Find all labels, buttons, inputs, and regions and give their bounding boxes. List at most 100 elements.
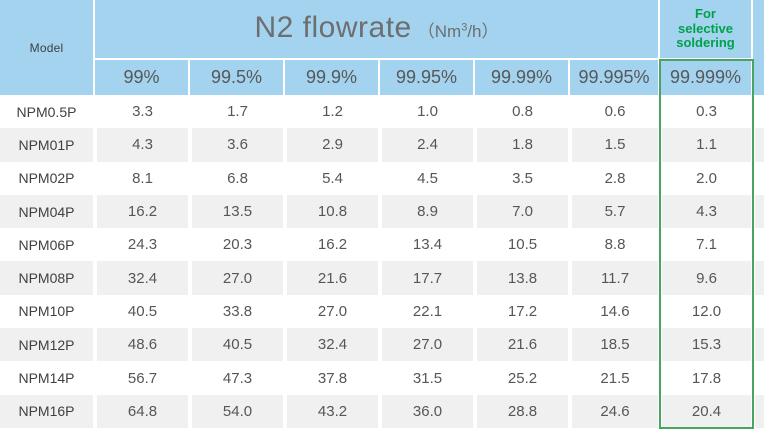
row-edge-strip (753, 128, 764, 162)
value-cell: 13.5 (190, 194, 285, 229)
value-cell: 1.0 (380, 95, 475, 129)
value-cell: 21.6 (285, 261, 380, 295)
model-cell: NPM10P (0, 294, 95, 329)
value-cell: 21.6 (475, 328, 570, 362)
table-title-text: N2 flowrate (254, 11, 412, 44)
model-cell: NPM12P (0, 328, 95, 362)
value-cell: 11.7 (570, 261, 660, 295)
value-cell: 5.7 (570, 194, 660, 229)
value-cell: 37.8 (285, 361, 380, 395)
value-cell: 0.8 (475, 95, 570, 129)
value-cell: 8.9 (380, 194, 475, 229)
model-cell: NPM06P (0, 228, 95, 262)
table-row: NPM01P 4.3 3.6 2.9 2.4 1.8 1.5 1.1 (0, 128, 764, 162)
table-body: NPM0.5P 3.3 1.7 1.2 1.0 0.8 0.6 0.3 NPM0… (0, 95, 764, 428)
value-cell: 27.0 (190, 261, 285, 295)
value-cell: 0.3 (660, 95, 753, 129)
model-cell: NPM02P (0, 161, 95, 195)
row-edge-strip (753, 294, 764, 329)
value-cell: 7.0 (475, 194, 570, 229)
purity-header-99: 99% (95, 60, 190, 95)
value-cell: 10.5 (475, 228, 570, 262)
row-edge-strip (753, 194, 764, 229)
value-cell: 28.8 (475, 394, 570, 428)
purity-header-99-999: 99.999% (660, 60, 753, 95)
header-edge-strip (753, 0, 764, 95)
table-row: NPM08P 32.4 27.0 21.6 17.7 13.8 11.7 9.6 (0, 261, 764, 295)
value-cell: 24.6 (570, 394, 660, 428)
value-cell: 33.8 (190, 294, 285, 329)
value-cell: 32.4 (285, 328, 380, 362)
selective-soldering-note: For selective soldering (660, 0, 753, 60)
value-cell: 64.8 (95, 394, 190, 428)
value-cell: 27.0 (380, 328, 475, 362)
value-cell: 13.8 (475, 261, 570, 295)
table-row: NPM14P 56.7 47.3 37.8 31.5 25.2 21.5 17.… (0, 361, 764, 395)
value-cell: 17.7 (380, 261, 475, 295)
value-cell: 32.4 (95, 261, 190, 295)
value-cell: 8.1 (95, 161, 190, 195)
row-edge-strip (753, 228, 764, 262)
value-cell: 10.8 (285, 194, 380, 229)
row-edge-strip (753, 328, 764, 362)
value-cell: 18.5 (570, 328, 660, 362)
value-cell: 7.1 (660, 228, 753, 262)
value-cell: 3.5 (475, 161, 570, 195)
table-row: NPM02P 8.1 6.8 5.4 4.5 3.5 2.8 2.0 (0, 161, 764, 195)
value-cell: 4.3 (95, 128, 190, 162)
table-row: NPM12P 48.6 40.5 32.4 27.0 21.6 18.5 15.… (0, 328, 764, 362)
purity-header-99-99: 99.99% (475, 60, 570, 95)
model-cell: NPM14P (0, 361, 95, 395)
value-cell: 21.5 (570, 361, 660, 395)
model-column-header: Model (0, 0, 95, 95)
value-cell: 20.3 (190, 228, 285, 262)
row-edge-strip (753, 161, 764, 195)
table-title: N2 flowrate （Nm3/h） (95, 0, 660, 60)
purity-header-99-5: 99.5% (190, 60, 285, 95)
value-cell: 36.0 (380, 394, 475, 428)
value-cell: 16.2 (285, 228, 380, 262)
purity-header-99-9: 99.9% (285, 60, 380, 95)
value-cell: 1.7 (190, 95, 285, 129)
value-cell: 27.0 (285, 294, 380, 329)
value-cell: 4.3 (660, 194, 753, 229)
value-cell: 14.6 (570, 294, 660, 329)
model-cell: NPM0.5P (0, 95, 95, 129)
note-line: For (695, 5, 716, 21)
row-edge-strip (753, 95, 764, 129)
value-cell: 22.1 (380, 294, 475, 329)
table-title-unit: （Nm3/h） (417, 21, 499, 41)
value-cell: 5.4 (285, 161, 380, 195)
table-row: NPM16P 64.8 54.0 43.2 36.0 28.8 24.6 20.… (0, 394, 764, 428)
value-cell: 6.8 (190, 161, 285, 195)
value-cell: 1.1 (660, 128, 753, 162)
table-header: Model N2 flowrate （Nm3/h） For selective s… (0, 0, 764, 95)
value-cell: 0.6 (570, 95, 660, 129)
table-row: NPM10P 40.5 33.8 27.0 22.1 17.2 14.6 12.… (0, 294, 764, 329)
value-cell: 4.5 (380, 161, 475, 195)
value-cell: 13.4 (380, 228, 475, 262)
value-cell: 17.2 (475, 294, 570, 329)
model-cell: NPM04P (0, 194, 95, 229)
value-cell: 54.0 (190, 394, 285, 428)
row-edge-strip (753, 361, 764, 395)
value-cell: 40.5 (95, 294, 190, 329)
value-cell: 8.8 (570, 228, 660, 262)
value-cell: 2.4 (380, 128, 475, 162)
value-cell: 31.5 (380, 361, 475, 395)
value-cell: 25.2 (475, 361, 570, 395)
note-line: selective (678, 20, 733, 36)
value-cell: 3.6 (190, 128, 285, 162)
value-cell: 9.6 (660, 261, 753, 295)
row-edge-strip (753, 261, 764, 295)
value-cell: 1.2 (285, 95, 380, 129)
value-cell: 40.5 (190, 328, 285, 362)
value-cell: 24.3 (95, 228, 190, 262)
value-cell: 43.2 (285, 394, 380, 428)
table-row: NPM0.5P 3.3 1.7 1.2 1.0 0.8 0.6 0.3 (0, 95, 764, 129)
table-row: NPM04P 16.2 13.5 10.8 8.9 7.0 5.7 4.3 (0, 194, 764, 229)
value-cell: 56.7 (95, 361, 190, 395)
value-cell: 16.2 (95, 194, 190, 229)
value-cell: 20.4 (660, 394, 753, 428)
